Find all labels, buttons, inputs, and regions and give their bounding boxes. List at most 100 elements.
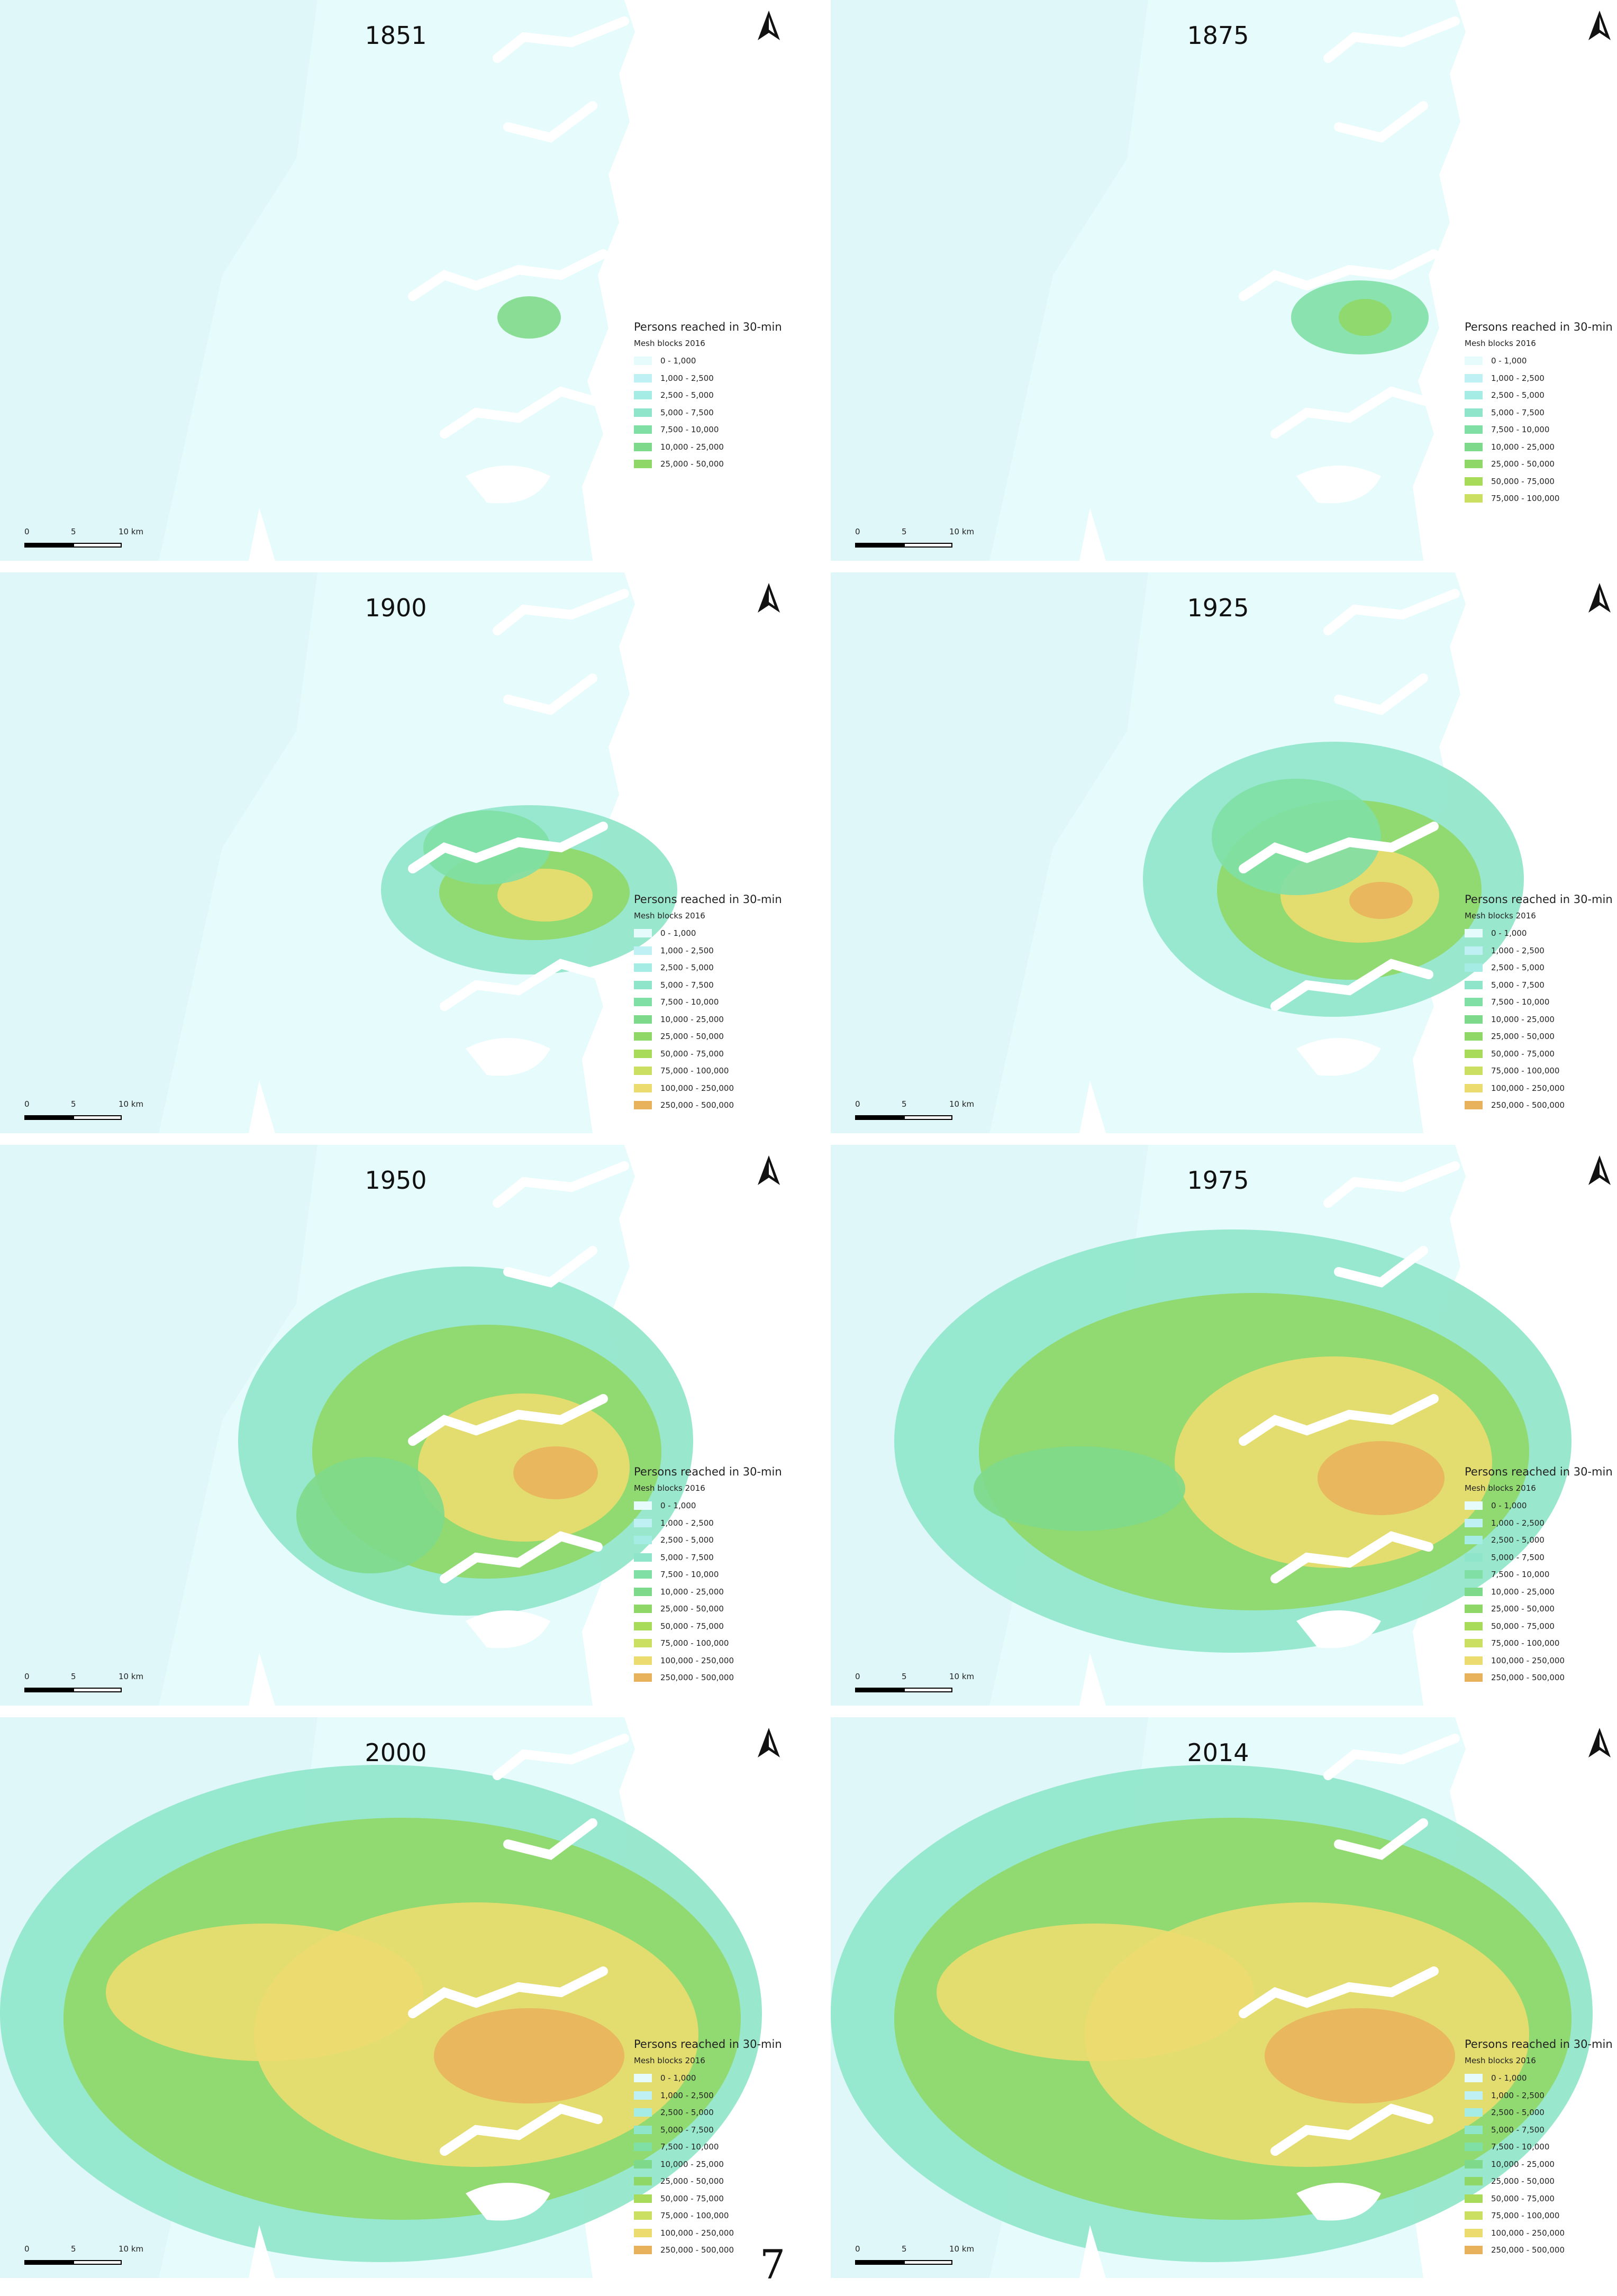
- legend-label: 2,500 - 5,000: [1491, 390, 1545, 400]
- legend-row: 10,000 - 25,000: [1465, 1583, 1617, 1601]
- scale-label: 10 km: [949, 527, 975, 536]
- legend-row: 0 - 1,000: [1465, 1497, 1617, 1515]
- legend-label: 10,000 - 25,000: [660, 2159, 724, 2169]
- legend-swatch: [1465, 946, 1483, 955]
- legend-label: 10,000 - 25,000: [660, 1014, 724, 1024]
- legend-label: 5,000 - 7,500: [660, 407, 714, 417]
- legend-label: 2,500 - 5,000: [1491, 1535, 1545, 1545]
- legend-label: 100,000 - 250,000: [660, 1083, 734, 1093]
- legend-label: 7,500 - 10,000: [660, 1570, 719, 1580]
- scale-label: 5: [902, 527, 907, 536]
- map-year-label: 1875: [1187, 21, 1249, 50]
- legend-row: 100,000 - 250,000: [1465, 1652, 1617, 1670]
- legend-swatch: [634, 2108, 652, 2117]
- legend-row: 75,000 - 100,000: [634, 1635, 803, 1652]
- legend-label: 50,000 - 75,000: [660, 1621, 724, 1631]
- scale-bar: 0 5 10 km: [24, 1099, 162, 1126]
- legend-swatch: [634, 373, 652, 382]
- north-arrow-icon: [758, 583, 780, 613]
- legend-label: 50,000 - 75,000: [660, 1049, 724, 1059]
- map-panel-1851: 1851 Persons reached in 30-min Mesh blocks…: [0, 0, 804, 561]
- legend-label: 5,000 - 7,500: [1491, 407, 1545, 417]
- legend-subtitle: Mesh blocks 2016: [1465, 911, 1536, 921]
- legend-swatch: [634, 1518, 652, 1527]
- legend-swatch: [1465, 408, 1483, 417]
- legend-subtitle: Mesh blocks 2016: [634, 1483, 705, 1493]
- legend-row: 10,000 - 25,000: [634, 1583, 803, 1601]
- legend-label: 25,000 - 50,000: [660, 459, 724, 469]
- legend-row: 5,000 - 7,500: [1465, 404, 1617, 422]
- map-panel-2000: 2000 Persons reached in 30-min Mesh blocks…: [0, 1717, 804, 2278]
- legend-row: 2,500 - 5,000: [1465, 959, 1617, 977]
- legend-swatch: [1465, 1101, 1483, 1110]
- page-number: 7: [759, 2241, 786, 2288]
- legend-row: 10,000 - 25,000: [1465, 1011, 1617, 1028]
- legend-label: 25,000 - 50,000: [1491, 1604, 1555, 1614]
- legend-swatch: [634, 2091, 652, 2100]
- legend-label: 75,000 - 100,000: [1491, 1638, 1560, 1648]
- scale-segment: [855, 2260, 904, 2265]
- bay: [466, 1610, 550, 1648]
- scale-label: 0: [855, 1099, 860, 1109]
- scale-label: 10 km: [949, 1099, 975, 1109]
- legend-label: 1,000 - 2,500: [660, 945, 714, 955]
- legend-row: 10,000 - 25,000: [634, 2156, 803, 2173]
- legend-swatch: [634, 2160, 652, 2169]
- legend-row: 75,000 - 100,000: [1465, 490, 1617, 507]
- map-year-label: 1950: [365, 1166, 427, 1195]
- map-year-label: 1851: [365, 21, 427, 50]
- legend-label: 1,000 - 2,500: [1491, 2090, 1545, 2100]
- legend-row: 75,000 - 100,000: [634, 1062, 803, 1080]
- legend-swatch: [1465, 1656, 1483, 1665]
- urban-density-area: [1339, 299, 1392, 336]
- scale-label: 0: [24, 1099, 30, 1109]
- scale-bar: 0 5 10 km: [855, 1672, 993, 1698]
- choropleth-map: [0, 0, 635, 561]
- legend-row: 75,000 - 100,000: [634, 2207, 803, 2225]
- legend-row: 7,500 - 10,000: [634, 994, 803, 1011]
- legend-swatch: [1465, 929, 1483, 938]
- scale-label: 0: [24, 2244, 30, 2254]
- legend-swatch: [1465, 2228, 1483, 2237]
- legend-label: 5,000 - 7,500: [660, 2125, 714, 2135]
- north-arrow-icon: [1588, 583, 1611, 613]
- legend-swatch: [634, 980, 652, 989]
- legend-row: 25,000 - 50,000: [1465, 1600, 1617, 1618]
- legend-swatch: [1465, 2211, 1483, 2220]
- legend-subtitle: Mesh blocks 2016: [634, 2056, 705, 2065]
- scale-label: 0: [24, 527, 30, 536]
- legend-swatch: [634, 1656, 652, 1665]
- scale-segment: [73, 543, 122, 548]
- legend-swatch: [634, 1605, 652, 1614]
- north-arrow-icon: [1588, 11, 1611, 40]
- scale-segment: [855, 1688, 904, 1692]
- legend-subtitle: Mesh blocks 2016: [1465, 2056, 1536, 2065]
- legend-row: 5,000 - 7,500: [634, 2121, 803, 2139]
- legend-label: 75,000 - 100,000: [1491, 2211, 1560, 2221]
- scale-segment: [73, 1688, 122, 1692]
- legend-row: 25,000 - 50,000: [634, 455, 803, 473]
- legend-swatch: [1465, 2177, 1483, 2186]
- legend-label: 250,000 - 500,000: [1491, 1673, 1565, 1683]
- legend-label: 5,000 - 7,500: [660, 1552, 714, 1562]
- legend-label: 25,000 - 50,000: [660, 1032, 724, 1042]
- legend-label: 50,000 - 75,000: [1491, 1049, 1555, 1059]
- scale-label: 0: [855, 527, 860, 536]
- scale-bar: 0 5 10 km: [24, 1672, 162, 1698]
- legend-row: 25,000 - 50,000: [1465, 2173, 1617, 2190]
- legend-row: 250,000 - 500,000: [634, 1669, 803, 1687]
- legend-label: 1,000 - 2,500: [660, 373, 714, 383]
- scale-segment: [73, 2260, 122, 2265]
- legend-label: 75,000 - 100,000: [1491, 494, 1560, 504]
- scale-bar: 0 5 10 km: [855, 527, 993, 553]
- scale-segment: [24, 543, 73, 548]
- scale-bar: 0 5 10 km: [855, 1099, 993, 1126]
- legend-row: 0 - 1,000: [1465, 2070, 1617, 2087]
- legend-row: 100,000 - 250,000: [1465, 2225, 1617, 2242]
- legend-label: 5,000 - 7,500: [1491, 1552, 1545, 1562]
- legend-title: Persons reached in 30-min: [1465, 2038, 1613, 2051]
- urban-density-area: [434, 2008, 624, 2103]
- legend-row: 1,000 - 2,500: [634, 2087, 803, 2104]
- scale-segment: [855, 543, 904, 548]
